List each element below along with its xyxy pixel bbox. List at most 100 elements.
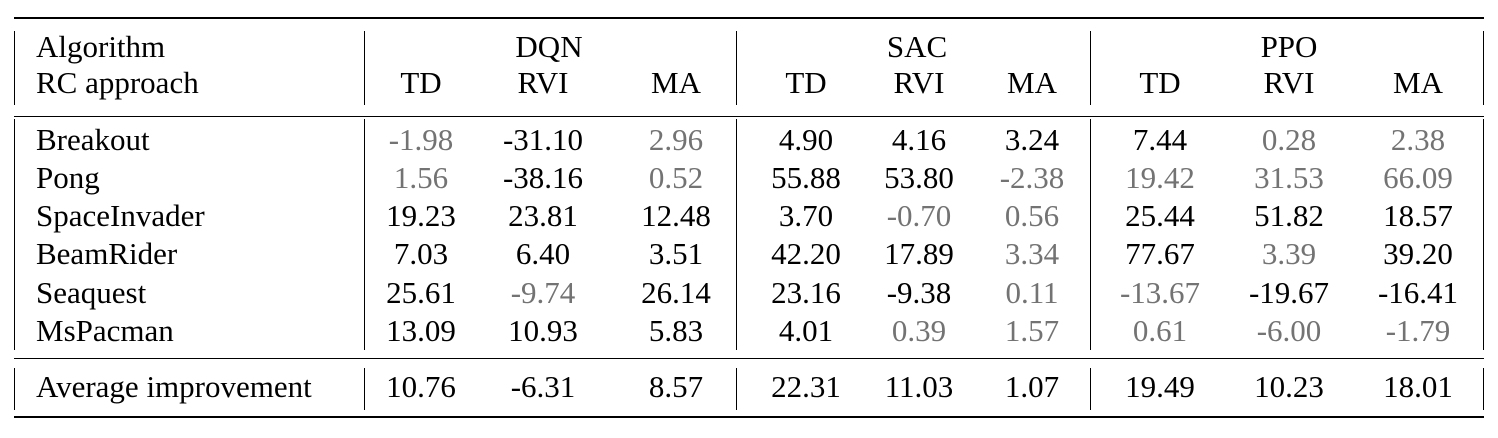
table-cell: -19.67 (1248, 275, 1330, 310)
table-cell: 0.56 (1004, 198, 1060, 233)
column-separator (736, 368, 737, 410)
table-cell: 17.89 (884, 236, 954, 271)
column-separator (364, 368, 365, 410)
row-label: Breakout (36, 122, 150, 157)
approach-header-td: TD (785, 65, 827, 100)
table-cell: 19.42 (1125, 160, 1195, 195)
column-separator (14, 368, 15, 410)
algorithm-header-sac: SAC (886, 29, 948, 64)
approach-header-ma: MA (1007, 65, 1057, 100)
row-label: Seaquest (36, 275, 147, 310)
table-cell: 66.09 (1383, 160, 1453, 195)
table-cell: 13.09 (386, 313, 456, 348)
column-separator (1090, 368, 1091, 410)
table-cell: 53.80 (884, 160, 954, 195)
average-cell: 18.01 (1383, 369, 1453, 404)
table-cell: 77.67 (1125, 236, 1195, 271)
average-cell: 10.76 (386, 369, 456, 404)
average-cell: -6.31 (510, 369, 576, 404)
row-label: SpaceInvader (36, 198, 205, 233)
column-separator (14, 31, 15, 105)
table-cell: 23.81 (508, 198, 578, 233)
table-cell: 3.51 (648, 236, 704, 271)
approach-header-td: TD (400, 65, 442, 100)
column-separator (1090, 31, 1091, 105)
table-cell: -9.74 (510, 275, 576, 310)
average-cell: 19.49 (1125, 369, 1195, 404)
column-separator (1483, 368, 1484, 410)
row-label: BeamRider (36, 236, 178, 271)
table-cell: 3.34 (1004, 236, 1060, 271)
average-cell: 11.03 (884, 369, 954, 404)
table-cell: 6.40 (515, 236, 571, 271)
approach-header-rvi: RVI (893, 65, 945, 100)
table-cell: -2.38 (999, 160, 1065, 195)
table-cell: 51.82 (1254, 198, 1324, 233)
rc-approach-label: RC approach (36, 65, 199, 100)
table-cell: 25.61 (386, 275, 456, 310)
approach-header-rvi: RVI (517, 65, 569, 100)
table-cell: 18.57 (1383, 198, 1453, 233)
column-separator (736, 31, 737, 105)
table-cell: -1.79 (1385, 313, 1451, 348)
top-rule (14, 17, 1484, 19)
average-rule (14, 358, 1484, 359)
table-cell: 1.56 (393, 160, 449, 195)
table-cell: 7.44 (1132, 122, 1188, 157)
table-cell: 4.16 (891, 122, 947, 157)
table-cell: -6.00 (1256, 313, 1322, 348)
column-separator (1483, 31, 1484, 105)
table-cell: 42.20 (771, 236, 841, 271)
table-cell: 4.90 (778, 122, 834, 157)
table-cell: 1.57 (1004, 313, 1060, 348)
table-cell: 2.96 (648, 122, 704, 157)
table-cell: 25.44 (1125, 198, 1195, 233)
table-cell: 0.28 (1261, 122, 1317, 157)
table-cell: 39.20 (1383, 236, 1453, 271)
table-cell: 3.39 (1261, 236, 1317, 271)
column-separator (1090, 119, 1091, 350)
row-label: Pong (36, 160, 100, 195)
approach-header-rvi: RVI (1263, 65, 1315, 100)
table-cell: -1.98 (388, 122, 454, 157)
approach-header-ma: MA (1393, 65, 1443, 100)
bottom-rule (14, 416, 1484, 418)
table-cell: 5.83 (648, 313, 704, 348)
table-cell: -0.70 (886, 198, 952, 233)
table-cell: -13.67 (1119, 275, 1201, 310)
table-cell: 3.24 (1004, 122, 1060, 157)
column-separator (14, 119, 15, 350)
table-cell: 0.52 (648, 160, 704, 195)
column-separator (736, 119, 737, 350)
table-cell: 4.01 (778, 313, 834, 348)
table-cell: 3.70 (778, 198, 834, 233)
average-cell: 10.23 (1254, 369, 1324, 404)
algorithm-header-ppo: PPO (1260, 29, 1318, 64)
table-cell: 31.53 (1254, 160, 1324, 195)
table-cell: 19.23 (386, 198, 456, 233)
table-cell: 2.38 (1390, 122, 1446, 157)
table-cell: 26.14 (641, 275, 711, 310)
average-cell: 1.07 (1004, 369, 1060, 404)
algorithm-label: Algorithm (36, 29, 166, 64)
column-separator (364, 119, 365, 350)
header-rule (14, 116, 1484, 117)
approach-header-td: TD (1139, 65, 1181, 100)
table-cell: 55.88 (771, 160, 841, 195)
table-cell: 0.61 (1132, 313, 1188, 348)
average-cell: 8.57 (648, 369, 704, 404)
table-cell: 10.93 (508, 313, 578, 348)
column-separator (364, 31, 365, 105)
row-label: MsPacman (36, 313, 174, 348)
average-improvement-label: Average improvement (36, 369, 312, 404)
average-cell: 22.31 (771, 369, 841, 404)
algorithm-header-dqn: DQN (515, 29, 583, 64)
table-cell: -9.38 (886, 275, 952, 310)
table-cell: -38.16 (502, 160, 584, 195)
table-cell: 0.11 (1005, 275, 1059, 310)
table-cell: 0.39 (891, 313, 947, 348)
table-cell: 12.48 (641, 198, 711, 233)
table-cell: -16.41 (1377, 275, 1459, 310)
table-cell: -31.10 (502, 122, 584, 157)
approach-header-ma: MA (651, 65, 701, 100)
